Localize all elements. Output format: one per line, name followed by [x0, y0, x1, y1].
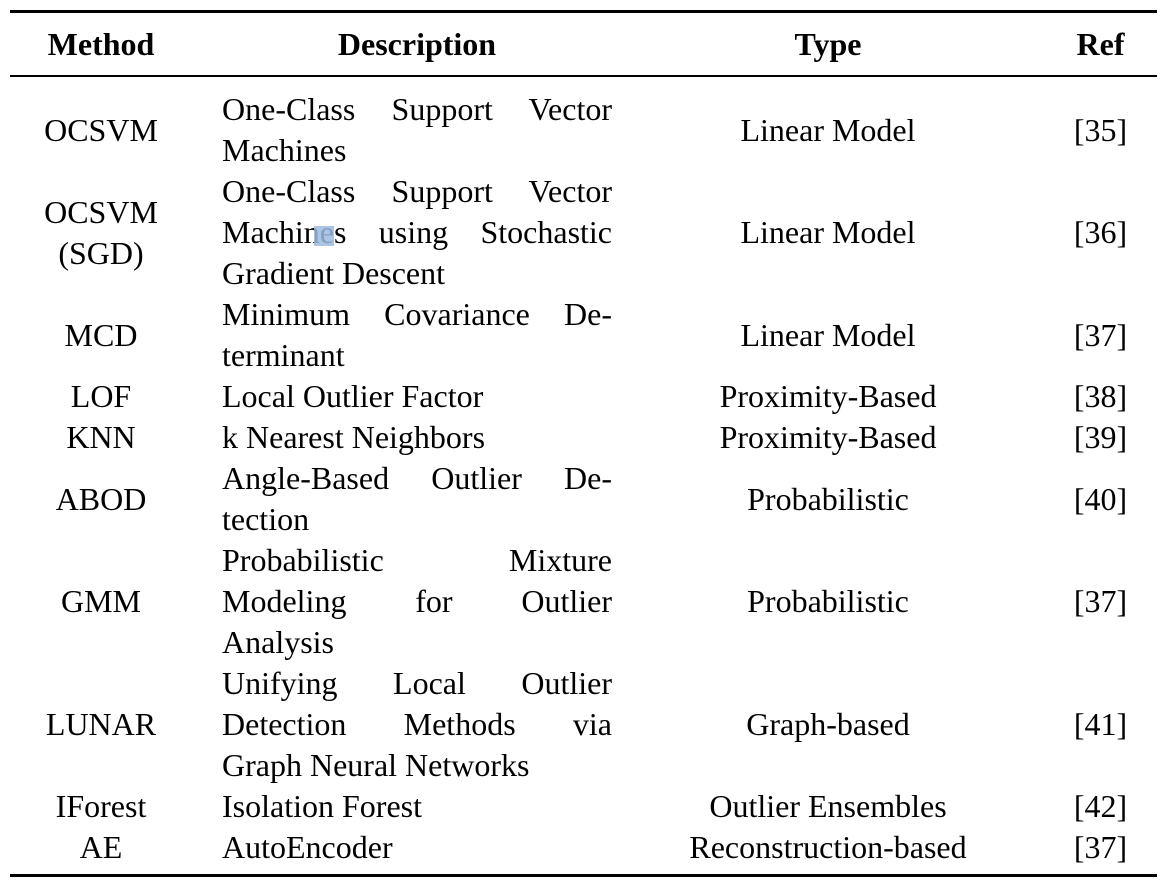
- cell-ref: [38]: [1073, 378, 1128, 414]
- cell-ref: [41]: [1073, 706, 1128, 742]
- method-line: KNN: [66, 419, 136, 455]
- cell-type: Proximity-Based: [719, 419, 937, 455]
- description-line: One-Class Support Vector: [222, 91, 612, 127]
- cell-method: OCSVM (SGD): [10, 192, 192, 274]
- header-ref: Ref: [1076, 25, 1125, 62]
- description-line: Isolation Forest: [222, 788, 422, 824]
- cell-type: Reconstruction-based: [689, 829, 967, 865]
- cell-ref: [37]: [1073, 316, 1128, 353]
- table-row: KNN k Nearest Neighbors Proximity-Based [39…: [10, 417, 1157, 458]
- table-row: IForest Isolation Forest Outlier Ensembles…: [10, 786, 1157, 827]
- cell-method: AE: [10, 827, 192, 868]
- description-line: terminant: [222, 337, 345, 373]
- cell-method: OCSVM: [10, 110, 192, 151]
- description-line: Local Outlier Factor: [222, 378, 484, 414]
- method-line: LOF: [70, 378, 132, 414]
- description-line: Angle-Based Outlier De-: [222, 460, 612, 496]
- cell-type: Linear Model: [740, 316, 916, 353]
- cell-type: Probabilistic: [747, 480, 909, 517]
- cell-ref: [36]: [1073, 214, 1128, 250]
- table-body: OCSVM One-Class Support Vector Machines Lin…: [10, 77, 1157, 868]
- method-line: IForest: [55, 788, 147, 824]
- cell-description: AutoEncoder: [222, 827, 612, 868]
- cell-ref: [35]: [1073, 111, 1128, 148]
- cell-type: Probabilistic: [747, 583, 909, 619]
- method-line: OCSVM: [44, 111, 158, 148]
- description-line: Detection Methods via: [222, 706, 612, 742]
- table-row: LUNAR Unifying Local Outlier Detection Met…: [10, 663, 1157, 786]
- table-row: AE AutoEncoder Reconstruction-based [37]: [10, 827, 1157, 868]
- table-row: ABOD Angle-Based Outlier De-tection Probab…: [10, 458, 1157, 540]
- cell-description: One-Class Support Vector Machines: [222, 89, 612, 171]
- method-line: (SGD): [58, 234, 144, 271]
- description-line: Modeling for Outlier: [222, 583, 612, 619]
- cell-method: LOF: [10, 376, 192, 417]
- cell-ref: [40]: [1073, 480, 1128, 517]
- cell-method: GMM: [10, 581, 192, 622]
- cell-ref: [37]: [1073, 829, 1128, 865]
- table-row: OCSVM (SGD) One-Class Support Vector Machin…: [10, 171, 1157, 294]
- cell-description: One-Class Support Vector Machines using S…: [222, 171, 612, 294]
- cell-description: Local Outlier Factor: [222, 376, 612, 417]
- cell-type: Outlier Ensembles: [709, 788, 947, 824]
- table-row: GMM Probabilistic Mixture Modeling for Out…: [10, 540, 1157, 663]
- cell-method: KNN: [10, 417, 192, 458]
- cell-method: LUNAR: [10, 704, 192, 745]
- description-line: Analysis: [222, 624, 334, 660]
- cell-type: Graph-based: [746, 706, 910, 742]
- table-row: MCD Minimum Covariance De-terminant Linear…: [10, 294, 1157, 376]
- description-line: Gradient Descent: [222, 255, 446, 291]
- table-header-row: Method Description Type Ref: [10, 13, 1157, 75]
- description-line: Minimum Covariance De-: [222, 296, 612, 332]
- cell-type: Linear Model: [740, 111, 916, 148]
- cell-method: ABOD: [10, 479, 192, 520]
- cell-type: Proximity-Based: [719, 378, 937, 414]
- cell-method: MCD: [10, 315, 192, 356]
- header-method: Method: [47, 25, 155, 62]
- cell-description: Angle-Based Outlier De-tection: [222, 458, 612, 540]
- description-line: One-Class Support Vector: [222, 173, 612, 209]
- cell-ref: [37]: [1073, 583, 1128, 619]
- cell-description: Isolation Forest: [222, 786, 612, 827]
- description-line: Unifying Local Outlier: [222, 665, 612, 701]
- cell-ref: [39]: [1073, 419, 1128, 455]
- method-line: ABOD: [55, 480, 147, 517]
- table-bottom-rule: [10, 874, 1157, 877]
- description-line: tection: [222, 501, 310, 537]
- cell-description: Unifying Local Outlier Detection Methods …: [222, 663, 612, 786]
- method-line: AE: [79, 829, 123, 865]
- cell-description: Minimum Covariance De-terminant: [222, 294, 612, 376]
- description-line: Graph Neural Networks: [222, 747, 530, 783]
- header-description: Description: [337, 25, 497, 62]
- methods-table: Method Description Type Ref OCSVM One-Cla…: [10, 10, 1157, 877]
- cell-description: Probabilistic Mixture Modeling for Outlie…: [222, 540, 612, 663]
- table-top-rule: [10, 10, 1157, 13]
- description-line: AutoEncoder: [222, 829, 393, 865]
- description-line: Probabilistic Mixture: [222, 542, 612, 578]
- method-line: GMM: [60, 583, 141, 619]
- table-row: LOF Local Outlier Factor Proximity-Based [3…: [10, 376, 1157, 417]
- header-type: Type: [794, 25, 862, 62]
- cell-description: k Nearest Neighbors: [222, 417, 612, 458]
- description-line: Machines: [222, 132, 347, 168]
- method-line: OCSVM: [44, 193, 158, 230]
- cell-method: IForest: [10, 786, 192, 827]
- cell-ref: [42]: [1073, 788, 1128, 824]
- table-row: OCSVM One-Class Support Vector Machines Lin…: [10, 89, 1157, 171]
- method-line: LUNAR: [45, 706, 157, 742]
- table-header-rule: [10, 75, 1157, 77]
- method-line: MCD: [64, 316, 138, 353]
- cell-type: Linear Model: [740, 214, 916, 250]
- description-line: k Nearest Neighbors: [222, 419, 486, 455]
- text-cursor-highlight: [314, 226, 334, 246]
- description-line: Machines using Stochastic: [222, 214, 612, 250]
